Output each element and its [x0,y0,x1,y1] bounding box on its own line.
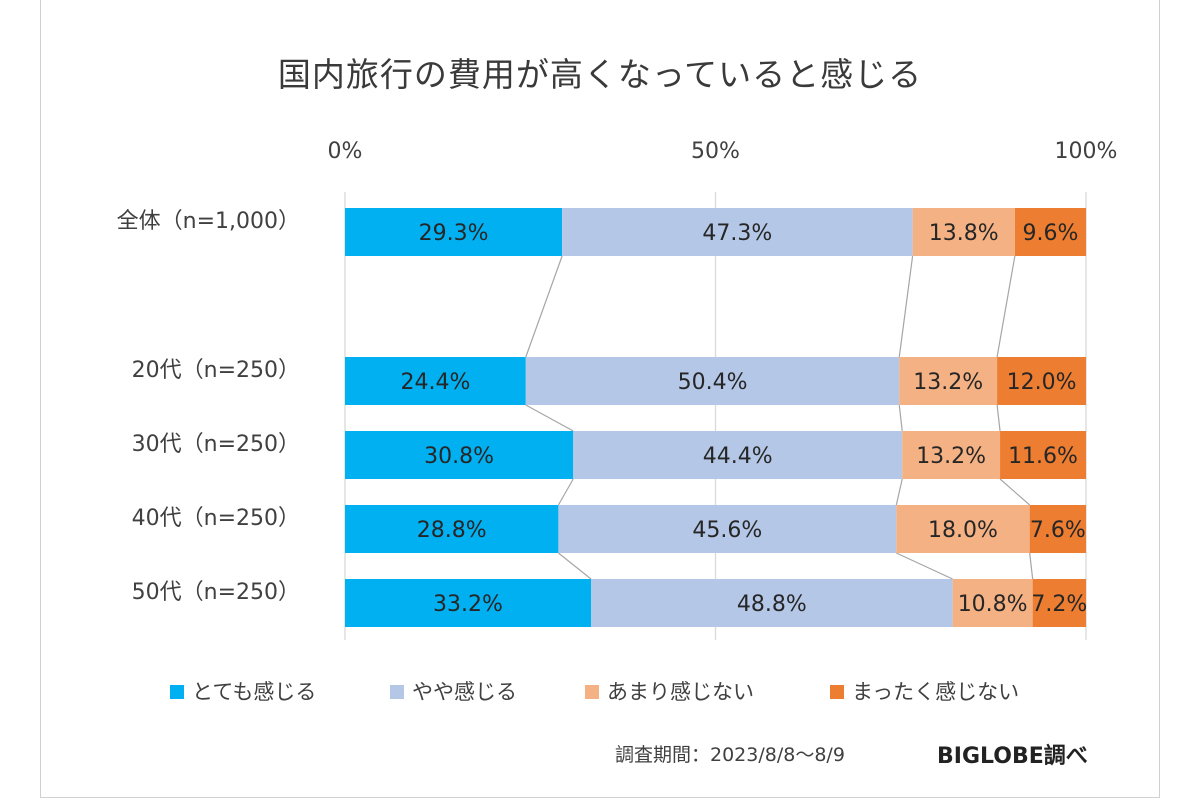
x-tick-label: 0% [328,139,363,164]
chart-frame [40,0,1160,798]
bar-segment [912,208,1015,256]
data-label: 45.6% [692,518,762,543]
category-label: 20代（n=250） [132,358,300,383]
bar-segment [345,431,574,479]
bar-segment [952,579,1033,627]
data-label: 33.2% [433,592,503,617]
bar-segment [558,505,897,553]
category-label: 30代（n=250） [132,432,300,457]
data-label: 30.8% [424,444,494,469]
survey-period: 調査期間：2023/8/8〜8/9 [615,744,845,766]
data-label: 44.4% [703,444,773,469]
data-label: 7.6% [1030,518,1086,543]
data-label: 13.2% [913,370,983,395]
series-line [557,478,574,506]
series-line [525,404,574,432]
legend-swatch [390,685,404,699]
bar-segment [345,579,592,627]
legend-swatch [170,685,184,699]
bar-segment [562,208,913,256]
bar-segment [1032,579,1086,627]
series-line [896,552,953,580]
data-label: 28.8% [417,518,487,543]
data-label: 24.4% [400,370,470,395]
series-line [895,478,903,506]
data-label: 13.8% [929,221,999,246]
data-label: 11.6% [1008,444,1078,469]
data-label: 48.8% [737,592,807,617]
series-line [999,478,1031,506]
data-label: 12.0% [1007,370,1077,395]
category-label: 全体（n=1,000） [117,209,300,234]
data-label: 18.0% [928,518,998,543]
bar-segment [345,505,559,553]
data-label: 47.3% [702,221,772,246]
legend-swatch [830,685,844,699]
data-label: 29.3% [419,221,489,246]
bar-segment [997,357,1086,405]
data-label: 10.8% [958,592,1028,617]
bar-segment [896,505,1030,553]
bar-segment [573,431,903,479]
legend-label: あまり感じない [607,680,754,704]
data-label: 7.2% [1031,592,1087,617]
legend-label: とても感じる [192,680,316,704]
series-line [898,404,903,432]
category-label: 40代（n=250） [132,506,300,531]
data-label: 13.2% [916,444,986,469]
bar-segment [1014,208,1086,256]
bar-segment [1029,505,1086,553]
data-label: 9.6% [1022,221,1078,246]
bar-segment [345,208,563,256]
bar-segment [525,357,900,405]
series-line [898,255,914,358]
bar-segment [899,357,998,405]
series-line [558,552,592,580]
bar-segment [1000,431,1086,479]
series-line [1029,552,1034,580]
legend-label: まったく感じない [852,680,1019,704]
series-line [996,404,1001,432]
bar-segment [591,579,953,627]
legend-label: やや感じる [412,680,517,704]
series-line [996,255,1016,358]
bar-segment [345,357,526,405]
source-brand: BIGLOBE調べ [937,744,1088,769]
category-label: 50代（n=250） [132,580,300,605]
data-label: 50.4% [678,370,748,395]
legend-swatch [585,685,599,699]
chart-title: 国内旅行の費用が高くなっていると感じる [277,55,923,94]
series-line [525,255,563,358]
x-tick-label: 50% [691,139,740,164]
bar-segment [902,431,1001,479]
x-tick-label: 100% [1055,139,1118,164]
